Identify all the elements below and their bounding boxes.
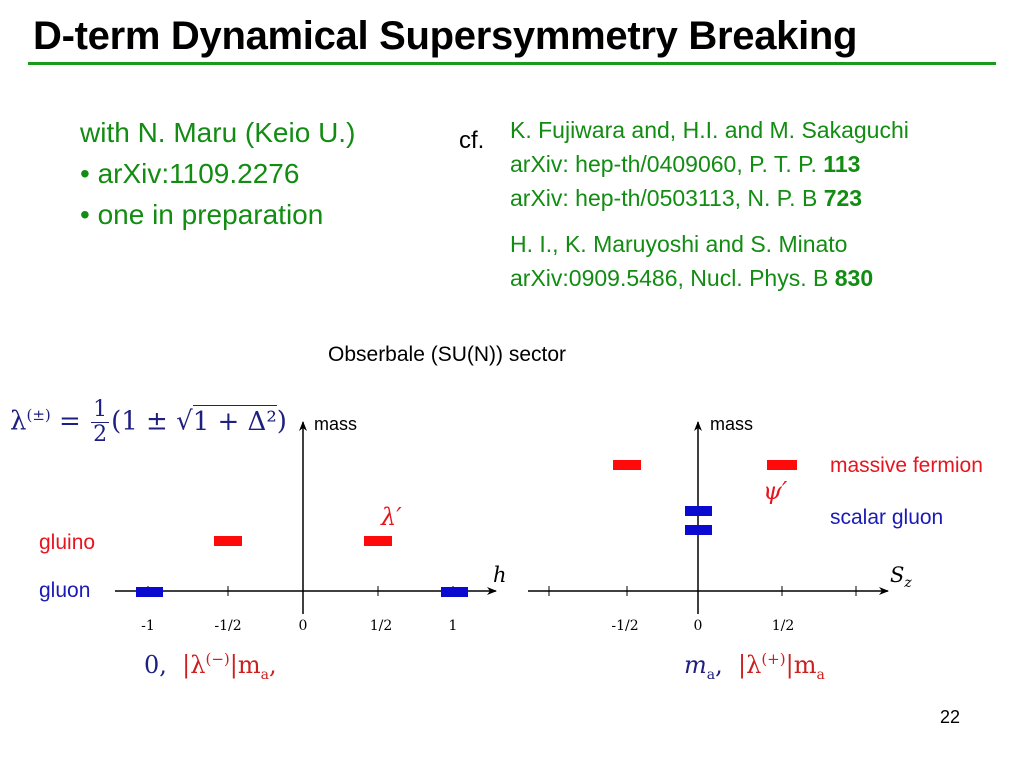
legend-scalar-gluon: scalar gluon — [830, 506, 944, 529]
tick-label: -1 — [141, 618, 155, 634]
sqrt-symbol: √ — [176, 406, 193, 437]
left-x-axis-label: h — [493, 563, 507, 587]
lambda-formula: λ(±) = 1 2 (1 ± √1 + Δ²) — [10, 397, 287, 447]
title-underline — [28, 62, 996, 65]
collaboration-item: • arXiv:1109.2276 — [80, 158, 300, 189]
reference-line: arXiv: hep-th/0503113, N. P. B 723 — [510, 185, 863, 211]
sector-title: Obserbale (SU(N)) sector — [328, 343, 567, 366]
massive-fermion-level-bar — [767, 460, 797, 470]
collaboration-item: • one in preparation — [80, 199, 324, 230]
gluon-level-bar — [441, 587, 468, 597]
reference-line: arXiv:0909.5486, Nucl. Phys. B 830 — [510, 265, 874, 291]
tick-label: -1/2 — [611, 618, 639, 634]
tick-label: 0 — [298, 618, 308, 634]
tick-label: 1 — [448, 618, 458, 634]
references-block: K. Fujiwara and, H.I. and M. Sakaguchi a… — [510, 113, 909, 295]
lambda-prime-label: λ′ — [381, 503, 402, 531]
tick-label: 1/2 — [771, 618, 795, 634]
scalar-gluon-level-bar — [685, 525, 712, 535]
gluon-level-bar — [136, 587, 163, 597]
reference-line: K. Fujiwara and, H.I. and M. Sakaguchi — [510, 117, 909, 143]
legend-gluino: gluino — [39, 531, 96, 554]
scalar-gluon-level-bar — [685, 506, 712, 516]
reference-line: arXiv: hep-th/0409060, P. T. P. 113 — [510, 151, 861, 177]
reference-line: H. I., K. Maruyoshi and S. Minato — [510, 231, 848, 257]
left-y-axis-label: mass — [314, 414, 358, 434]
psi-prime-label: ψ′ — [763, 477, 788, 505]
left-mass-values: 0, |λ(−)|ma, — [144, 650, 277, 683]
legend-massive-fermion: massive fermion — [830, 454, 983, 477]
volume-number: 723 — [823, 185, 863, 211]
gluino-level-bar — [214, 536, 242, 546]
tick-label: -1/2 — [214, 618, 242, 634]
massive-fermion-level-bar — [613, 460, 641, 470]
volume-number: 113 — [823, 151, 861, 177]
slide-title: D-term Dynamical Supersymmetry Breaking — [33, 14, 858, 58]
right-mass-values: ma, |λ(+)|ma — [684, 650, 825, 683]
page-number: 22 — [940, 707, 961, 727]
cf-label: cf. — [459, 127, 485, 154]
tick-label: 0 — [693, 618, 703, 634]
gluino-level-bar — [364, 536, 392, 546]
tick-label: 1/2 — [369, 618, 393, 634]
legend-gluon: gluon — [39, 579, 91, 602]
volume-number: 830 — [834, 265, 874, 291]
collaboration-line: with N. Maru (Keio U.) — [80, 117, 356, 148]
collaboration-block: with N. Maru (Keio U.) • arXiv:1109.2276… — [80, 112, 355, 235]
right-x-axis-label: Sz — [890, 563, 912, 592]
right-y-axis-label: mass — [710, 414, 754, 434]
